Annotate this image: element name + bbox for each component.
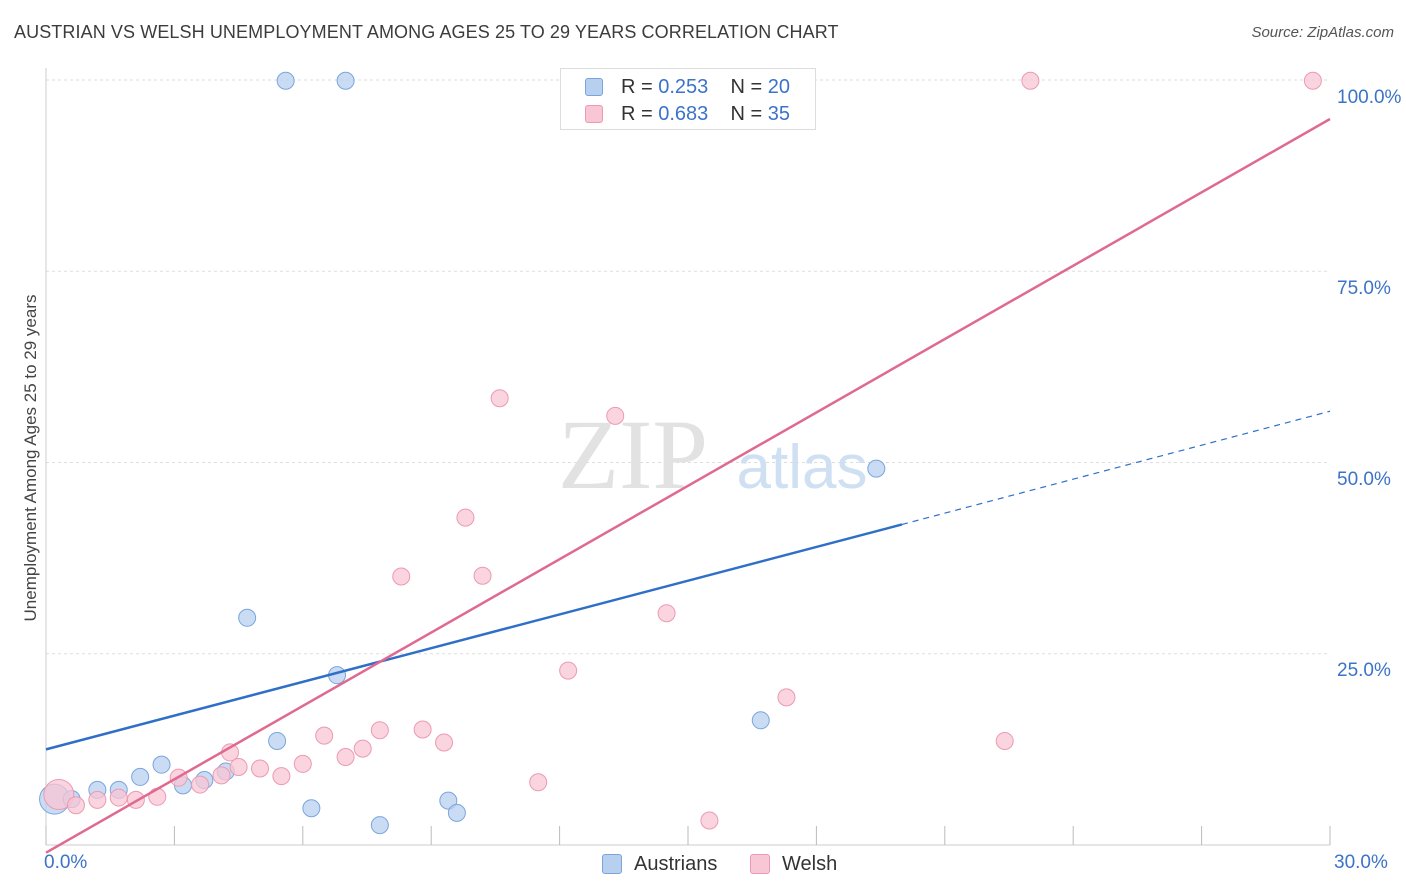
x-tick-max: 30.0% [1334,852,1388,873]
austrians-r-label: R = [621,76,653,98]
y-tick-25: 25.0% [1337,660,1391,681]
y-tick-50: 50.0% [1337,469,1391,490]
welsh-r-value: 0.683 [658,103,709,125]
welsh-point-21 [456,508,475,527]
austrians-legend-label: Austrians [634,853,718,875]
austrians-swatch [585,78,603,96]
welsh-point-17 [370,721,389,740]
axes-layer [45,68,1331,846]
welsh-legend-label: Welsh [782,853,838,875]
austrians-point-5 [152,755,171,774]
austrians-point-4 [131,767,150,786]
welsh-trendline [45,117,1331,854]
welsh-point-8 [212,766,231,785]
welsh-point-28 [657,604,676,623]
grid-layer [46,79,1330,655]
y-tick-100: 100.0% [1337,87,1402,108]
welsh-r-label: R = [621,103,653,125]
watermark-atlas: atlas [737,433,868,502]
austrians-point-15 [370,816,389,835]
watermark-zip: ZIP [558,399,708,510]
welsh-n-label: N = [730,103,763,125]
austrians-point-10 [268,731,287,750]
austrians-r-value: 0.253 [658,76,709,98]
welsh-point-10 [229,757,248,776]
welsh-point-16 [353,739,372,758]
welsh-point-19 [413,720,432,739]
welsh-point-7 [191,775,210,794]
chart-title: AUSTRIAN VS WELSH UNEMPLOYMENT AMONG AGE… [14,22,839,42]
x-tick-min: 0.0% [44,852,88,873]
welsh-points [43,71,1322,830]
welsh-n-value: 35 [767,103,791,125]
welsh-point-18 [392,567,411,586]
austrians-point-16 [439,791,458,810]
austrians-trendline-extension [901,410,1331,526]
austrians-point-14 [336,71,355,90]
welsh-point-3 [109,788,128,807]
trendlines [45,117,1331,854]
austrians-point-11 [276,71,295,90]
welsh-swatch [585,105,603,123]
austrians-point-19 [867,459,886,478]
welsh-point-33 [1021,71,1040,90]
y-axis-label: Unemployment Among Ages 25 to 29 years [21,294,40,622]
austrians-point-12 [302,799,321,818]
welsh-point-20 [435,733,454,752]
welsh-point-11 [251,759,269,778]
austrians-point-9 [238,608,257,627]
welsh-point-12 [272,767,291,786]
welsh-point-25 [559,661,578,680]
watermark: ZIP atlas [558,399,867,510]
welsh-point-23 [490,389,509,408]
welsh-point-13 [293,754,312,773]
austrians-point-18 [751,711,770,730]
welsh-point-2 [88,790,107,809]
welsh-point-15 [336,748,355,767]
welsh-point-22 [473,566,492,585]
austrians-legend-swatch [602,854,622,874]
welsh-point-14 [315,726,334,745]
welsh-point-29 [700,811,719,830]
y-tick-75: 75.0% [1337,278,1391,299]
welsh-point-31 [777,688,796,707]
welsh-point-24 [529,773,548,792]
welsh-point-0 [43,779,75,811]
welsh-point-1 [66,796,85,815]
austrians-point-17 [447,803,466,822]
austrians-points [39,71,886,835]
welsh-point-32 [995,731,1014,750]
welsh-point-34 [1303,71,1322,90]
welsh-point-26 [606,406,625,425]
stats-legend: R = 0.253 N = 20 R = 0.683 N = 35 [560,68,816,130]
welsh-point-5 [148,787,167,806]
austrians-n-label: N = [730,76,763,98]
austrians-trendline [45,523,903,751]
source-credit: Source: ZipAtlas.com [1251,24,1394,41]
welsh-legend-swatch [750,854,770,874]
austrians-n-value: 20 [767,76,791,98]
